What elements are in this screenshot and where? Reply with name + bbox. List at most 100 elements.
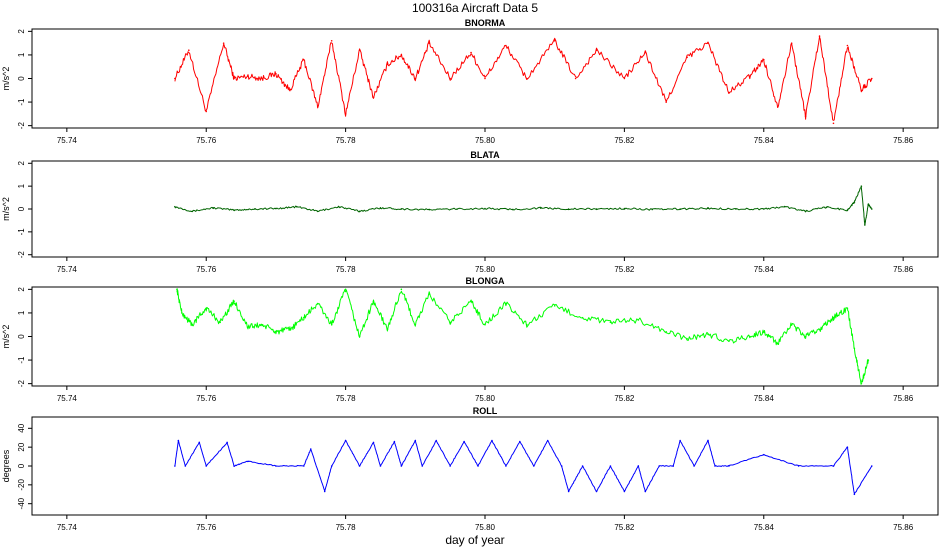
data-point xyxy=(296,205,298,208)
data-point xyxy=(776,342,779,345)
data-point xyxy=(762,453,765,456)
data-point xyxy=(449,77,451,80)
series-line-roll xyxy=(174,439,873,495)
data-point xyxy=(344,439,347,442)
data-point xyxy=(484,207,486,210)
x-tick-label: 75.78 xyxy=(336,265,357,274)
data-point xyxy=(505,302,507,305)
data-point xyxy=(188,49,190,52)
data-point xyxy=(846,446,849,448)
data-point xyxy=(595,208,598,210)
data-point xyxy=(386,328,389,331)
data-point xyxy=(323,490,326,493)
data-point xyxy=(491,439,493,442)
data-point xyxy=(832,122,835,125)
data-point xyxy=(505,44,507,47)
data-point xyxy=(679,208,681,210)
data-point xyxy=(205,307,208,310)
data-point xyxy=(358,49,361,52)
data-point xyxy=(762,58,765,61)
data-point xyxy=(644,51,647,54)
data-point xyxy=(303,58,305,61)
data-point xyxy=(400,54,403,56)
data-point xyxy=(309,448,312,450)
data-point xyxy=(776,105,779,108)
data-point xyxy=(449,321,451,324)
data-point xyxy=(358,210,361,213)
data-point xyxy=(804,210,807,213)
data-point xyxy=(400,288,403,291)
panel-bnorma: BNORMA m/s^2 -2 -1 0 1 2 75.74 75.76 75.78 75.80 75… xyxy=(1,18,939,145)
y-axis-label: degrees xyxy=(1,449,11,482)
data-point xyxy=(853,493,856,496)
data-point xyxy=(477,465,479,467)
series-line-blonga xyxy=(176,288,869,385)
data-point xyxy=(581,465,584,467)
data-point xyxy=(609,321,612,324)
y-tick-label: -2 xyxy=(17,251,26,259)
data-point xyxy=(728,91,730,94)
y-tick-label: 0 xyxy=(17,206,26,211)
data-point xyxy=(665,330,667,333)
data-point xyxy=(247,460,249,463)
y-tick-label: -1 xyxy=(17,356,26,364)
data-point xyxy=(222,42,225,44)
data-point xyxy=(762,330,765,333)
data-point xyxy=(400,208,403,210)
y-tick-label: 1 xyxy=(17,52,26,57)
data-point xyxy=(505,465,507,467)
data-point xyxy=(553,39,556,42)
data-point xyxy=(330,39,333,42)
data-point xyxy=(846,209,849,211)
x-tick-label: 75.86 xyxy=(893,265,914,274)
data-point xyxy=(386,63,389,66)
data-point xyxy=(825,206,828,208)
data-point xyxy=(853,201,856,203)
panel-title: BLONGA xyxy=(466,276,505,286)
x-tick-label: 75.84 xyxy=(754,136,775,145)
data-point xyxy=(358,465,361,467)
x-tick-label: 75.76 xyxy=(196,265,217,274)
data-point xyxy=(560,465,563,467)
x-tick-label: 75.82 xyxy=(614,136,635,145)
x-tick-label: 75.84 xyxy=(754,394,775,403)
data-point xyxy=(435,439,438,442)
data-point xyxy=(546,439,549,442)
data-point xyxy=(693,465,695,467)
panel-title: BNORMA xyxy=(465,18,506,28)
data-point xyxy=(303,316,305,319)
data-point xyxy=(261,77,263,80)
data-point xyxy=(176,288,178,291)
y-axis-label: m/s^2 xyxy=(1,67,11,91)
y-tick-label: -1 xyxy=(17,228,26,236)
panel-roll: ROLL degrees -40 -20 0 20 40 75.74 75.76 75.78 75.… xyxy=(1,406,939,532)
data-point xyxy=(853,347,856,350)
data-point xyxy=(470,300,472,302)
data-point xyxy=(686,338,688,340)
x-tick-label: 75.82 xyxy=(614,265,635,274)
data-point xyxy=(456,208,458,210)
data-point xyxy=(574,77,577,80)
y-tick-label: 0 xyxy=(17,463,26,468)
data-point xyxy=(414,323,417,326)
data-point xyxy=(470,51,472,54)
data-point xyxy=(275,207,277,210)
x-tick-label: 75.74 xyxy=(57,136,78,145)
x-tick-label: 75.74 xyxy=(57,523,78,532)
y-tick-label: -2 xyxy=(17,380,26,388)
data-point xyxy=(177,439,180,442)
data-point xyxy=(860,89,863,92)
data-point xyxy=(860,185,863,187)
data-point xyxy=(414,77,417,80)
data-point xyxy=(519,440,521,443)
data-point xyxy=(867,359,870,361)
data-point xyxy=(728,465,730,467)
y-axis-label: m/s^2 xyxy=(1,325,11,349)
data-point xyxy=(247,326,249,328)
panel-blata: BLATA m/s^2 -2 -1 0 1 2 75.74 75.76 75.78 75.80 75.… xyxy=(1,150,939,274)
data-point xyxy=(623,490,626,493)
data-point xyxy=(219,321,221,324)
data-point xyxy=(658,465,661,467)
y-axis-label: m/s^2 xyxy=(1,197,11,221)
data-point xyxy=(870,77,873,80)
